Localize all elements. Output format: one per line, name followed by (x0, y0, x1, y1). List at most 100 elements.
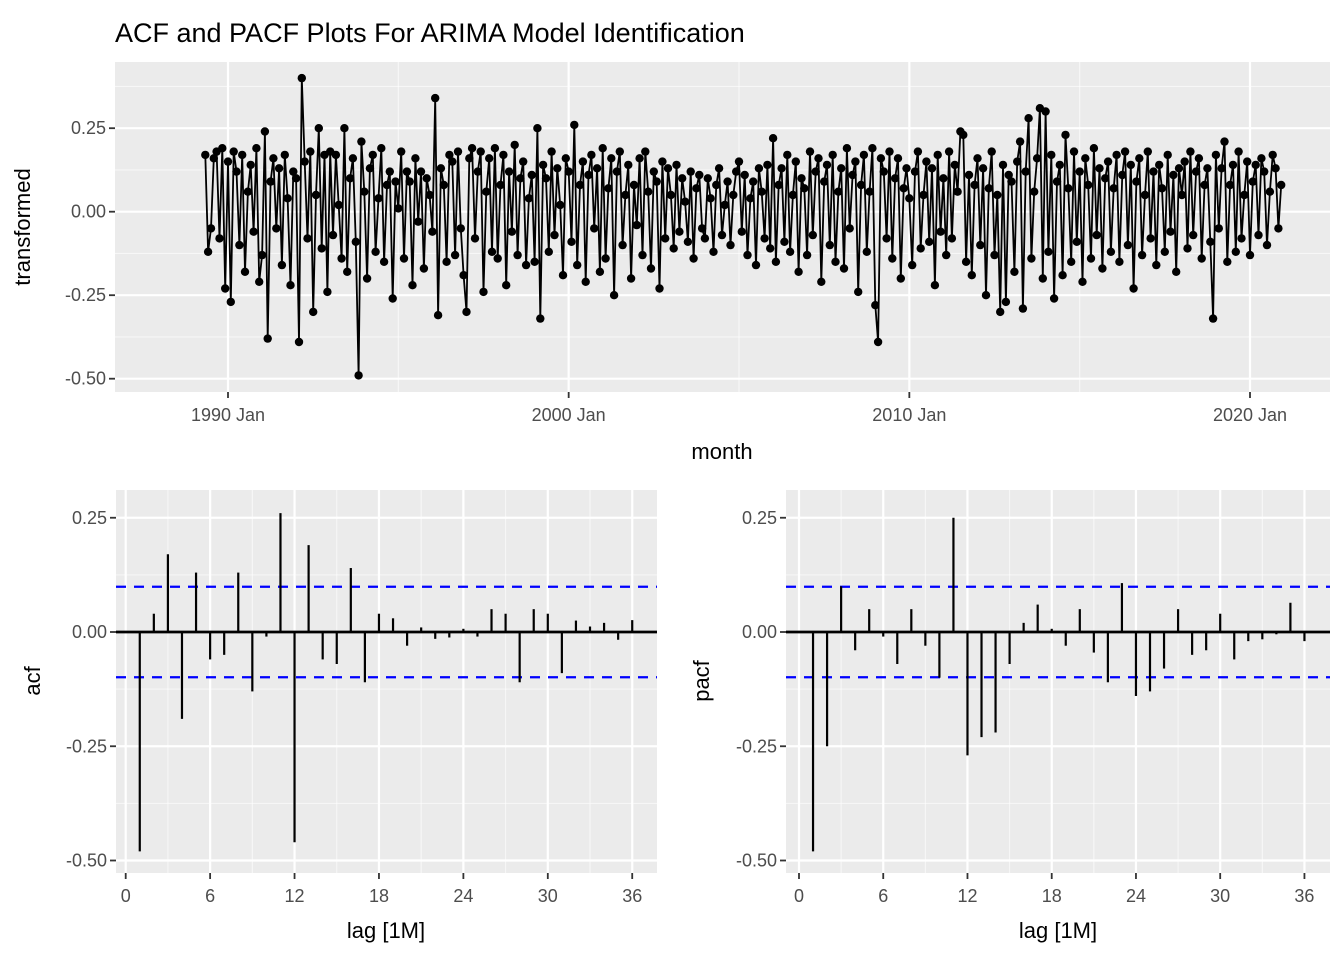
data-point (644, 187, 653, 196)
data-point (578, 157, 588, 166)
data-point (939, 174, 948, 183)
data-point (1268, 150, 1277, 160)
data-point (530, 257, 539, 266)
data-point (249, 227, 258, 236)
data-point (1265, 187, 1275, 196)
data-point (1089, 144, 1099, 153)
x-tick-label: 2010 Jan (872, 405, 946, 425)
data-point (1186, 147, 1195, 156)
data-point (777, 164, 786, 173)
data-point (632, 220, 641, 230)
x-tick-label: 6 (878, 886, 888, 906)
data-point (680, 197, 690, 206)
data-point (587, 150, 596, 160)
data-point (499, 150, 508, 160)
data-point (1052, 177, 1062, 186)
data-point (1251, 160, 1260, 170)
data-point (1271, 164, 1280, 173)
data-point (573, 260, 582, 270)
data-point (439, 180, 448, 190)
data-point (365, 164, 375, 173)
data-point (340, 124, 349, 133)
data-point (467, 144, 477, 153)
data-point (802, 250, 812, 260)
data-point (490, 144, 500, 153)
data-point (598, 144, 607, 153)
data-point (828, 150, 837, 160)
data-point (908, 260, 917, 270)
data-point (1146, 234, 1155, 243)
data-point (453, 147, 463, 156)
data-point (842, 144, 852, 153)
data-point (1081, 154, 1090, 163)
data-point (865, 187, 874, 196)
data-point (1001, 297, 1011, 307)
data-point (890, 174, 900, 183)
data-point (947, 234, 957, 243)
data-point (416, 167, 426, 176)
data-point (328, 230, 338, 240)
data-point (538, 160, 548, 170)
x-tick-label: 2020 Jan (1213, 405, 1287, 425)
data-point (683, 237, 693, 246)
data-point (922, 157, 931, 166)
pacf-y-axis-title: pacf (689, 659, 714, 701)
data-point (987, 147, 996, 156)
x-tick-label: 18 (369, 886, 389, 906)
pacf-x-axis-title: lag [1M] (1019, 918, 1097, 943)
data-point (916, 244, 925, 253)
data-point (919, 190, 928, 200)
data-point (408, 281, 417, 290)
data-point (533, 124, 542, 133)
data-point (425, 190, 434, 200)
data-point (780, 237, 789, 246)
data-point (1030, 187, 1039, 196)
data-point (1277, 180, 1286, 190)
data-point (581, 277, 590, 286)
data-point (743, 250, 752, 260)
data-point (1007, 177, 1016, 186)
data-point (235, 240, 244, 250)
data-point (218, 144, 227, 153)
data-point (561, 154, 570, 163)
figure-title: ACF and PACF Plots For ARIMA Model Ident… (115, 18, 745, 48)
x-tick-label: 18 (1042, 886, 1062, 906)
data-point (760, 234, 769, 243)
data-point (496, 180, 505, 190)
data-point (984, 184, 993, 193)
data-point (556, 200, 565, 210)
data-point (377, 144, 386, 153)
data-point (1112, 150, 1121, 160)
data-point (686, 167, 695, 176)
data-point (1231, 247, 1241, 256)
data-point (882, 234, 891, 243)
y-tick-label: 0.25 (742, 508, 777, 528)
data-point (595, 267, 605, 276)
data-point (527, 170, 536, 180)
data-point (712, 180, 721, 190)
data-point (646, 264, 656, 273)
data-point (1075, 167, 1084, 176)
data-point (411, 154, 420, 163)
data-point (990, 250, 999, 260)
data-point (1137, 250, 1147, 260)
data-point (862, 247, 871, 256)
data-point (345, 174, 355, 183)
acf-x-axis-title: lag [1M] (347, 918, 425, 943)
data-point (697, 224, 707, 233)
data-point (507, 227, 517, 236)
data-point (1064, 184, 1073, 193)
data-point (291, 174, 301, 183)
data-point (521, 260, 531, 270)
data-point (612, 167, 622, 176)
data-point (1174, 164, 1184, 173)
data-point (1018, 304, 1028, 313)
data-point (303, 234, 312, 243)
data-point (309, 307, 318, 317)
data-point (269, 154, 278, 163)
data-point (729, 190, 738, 200)
data-point (1197, 254, 1206, 263)
data-point (689, 254, 698, 263)
data-point (961, 257, 971, 266)
data-point (470, 234, 480, 243)
